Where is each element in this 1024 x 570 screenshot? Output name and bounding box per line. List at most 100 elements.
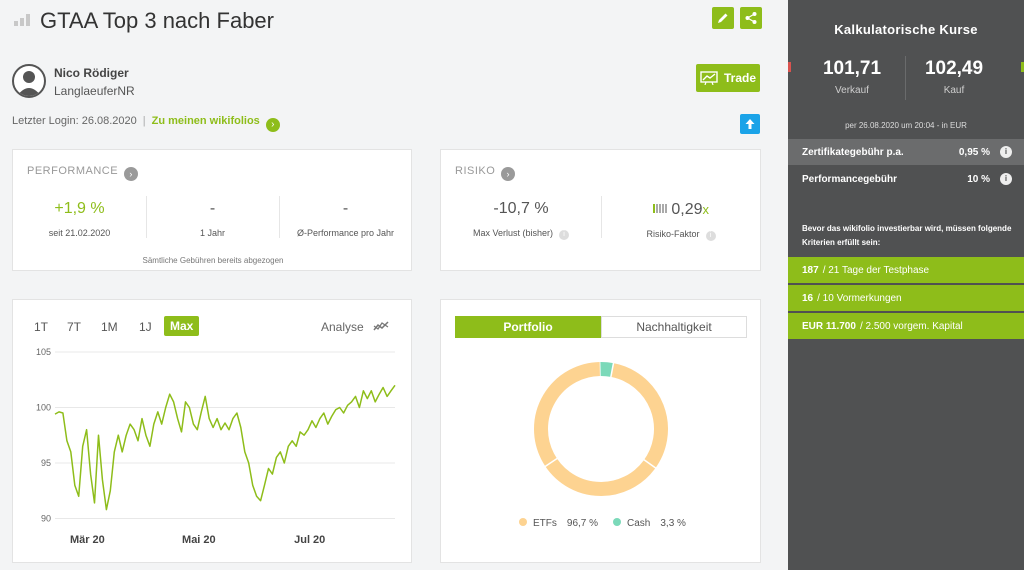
- scroll-up-button[interactable]: [740, 114, 760, 134]
- x-tick-label: Mai 20: [182, 534, 216, 546]
- buy-price-label: Kauf: [943, 85, 965, 96]
- kpi-value: -: [209, 200, 216, 217]
- share-icon: [745, 12, 757, 24]
- portfolio-donut-chart[interactable]: [441, 330, 762, 530]
- kpi-unit: x: [702, 202, 710, 217]
- risk-heading: RISIKO ›: [455, 165, 516, 181]
- cash-dot: [613, 518, 621, 526]
- edit-button[interactable]: [712, 7, 734, 29]
- chart-card: 1T 7T 1M 1J Max Analyse 90 95 100 105 Mär 20…: [12, 299, 412, 563]
- timeframe-1j[interactable]: 1J: [139, 320, 152, 334]
- performance-title: PERFORMANCE: [27, 165, 119, 177]
- performance-heading: PERFORMANCE ›: [27, 165, 139, 181]
- arrow-right-icon[interactable]: ›: [124, 167, 139, 181]
- kpi-label: seit 21.02.2020: [48, 228, 111, 238]
- analyse-icon: [373, 321, 389, 331]
- donut-slice-cash[interactable]: [599, 362, 614, 377]
- trade-chart-icon: [700, 71, 718, 85]
- kpi-label: Max Verlust (bisher): [472, 228, 554, 238]
- risk-gauge-icon: [652, 200, 667, 218]
- criterion-test-phase: 187/ 21 Tage der Testphase: [788, 257, 1024, 283]
- kpi-label: Risiko-Faktor: [646, 229, 700, 239]
- buy-price[interactable]: 102,49 Kauf: [904, 58, 1004, 96]
- criterion-text: / 21 Tage der Testphase: [822, 264, 930, 276]
- analyse-button[interactable]: Analyse: [321, 320, 389, 334]
- slice-separator: [642, 458, 657, 470]
- sell-indicator: [788, 62, 791, 72]
- arrow-right-icon[interactable]: ›: [501, 167, 516, 181]
- performance-series-line[interactable]: [54, 384, 396, 511]
- kpi-label: Ø-Performance pro Jahr: [296, 228, 395, 238]
- donut-slice-etfs[interactable]: [534, 362, 668, 496]
- bar-chart-icon: [14, 14, 32, 26]
- info-icon[interactable]: i: [1000, 146, 1012, 158]
- kpi-one-year: - 1 Jahr: [146, 200, 279, 238]
- criterion-reservations: 16/ 10 Vormerkungen: [788, 285, 1024, 311]
- fee-value: 0,95 %: [958, 146, 990, 158]
- slice-separator: [544, 457, 559, 468]
- info-icon[interactable]: i: [1000, 173, 1012, 185]
- last-login-line: Letzter Login: 26.08.2020 | Zu meinen wiki…: [12, 115, 280, 132]
- user-name[interactable]: Nico Rödiger: [54, 66, 129, 80]
- y-tick-label: 90: [41, 513, 51, 523]
- kpi-value: -10,7 %: [493, 200, 549, 217]
- tab-sustainability[interactable]: Nachhaltigkeit: [601, 316, 747, 338]
- legend-cash-value: 3,3 %: [660, 518, 686, 529]
- user-nickname: LanglaeuferNR: [54, 84, 135, 98]
- buy-price-value: 102,49: [924, 58, 984, 79]
- sell-price-label: Verkauf: [835, 85, 869, 96]
- trade-label: Trade: [723, 71, 756, 85]
- legend-etfs-value: 96,7 %: [566, 518, 599, 529]
- timeframe-7t[interactable]: 7T: [67, 320, 82, 334]
- info-icon[interactable]: i: [559, 230, 570, 240]
- kpi-avg-performance: - Ø-Performance pro Jahr: [279, 200, 412, 238]
- price-date-note: per 26.08.2020 um 20:04 - in EUR: [845, 121, 967, 130]
- legend-cash: Cash 3,3 %: [613, 518, 686, 529]
- y-tick-label: 105: [36, 347, 51, 357]
- avatar[interactable]: [12, 64, 46, 98]
- calculated-prices-sidebar: Kalkulatorische Kurse 101,71 Verkauf 102…: [788, 0, 1024, 570]
- kpi-value: +1,9 %: [54, 200, 105, 217]
- legend-etfs-label: ETFs: [533, 518, 557, 529]
- criterion-text: / 10 Vormerkungen: [817, 292, 902, 304]
- arrow-right-icon[interactable]: ›: [265, 118, 280, 132]
- page-title: GTAA Top 3 nach Faber: [40, 8, 274, 33]
- info-icon[interactable]: i: [705, 231, 716, 241]
- sell-price-value: 101,71: [822, 58, 882, 79]
- trade-button[interactable]: Trade: [696, 64, 760, 92]
- criteria-note: Bevor das wikifolio investierbar wird, m…: [802, 224, 1012, 247]
- kpi-value: 0,29: [671, 201, 703, 218]
- kpi-since-start: +1,9 % seit 21.02.2020: [13, 200, 146, 238]
- kpi-max-loss: -10,7 % Max Verlust (bisher) i: [441, 200, 601, 240]
- criterion-text: / 2.500 vorgem. Kapital: [859, 320, 963, 332]
- criterion-value: 187: [802, 264, 819, 276]
- sidebar-title: Kalkulatorische Kurse: [834, 22, 978, 37]
- criterion-value: 16: [802, 292, 814, 304]
- y-tick-label: 95: [41, 458, 51, 468]
- timeframe-1m[interactable]: 1M: [101, 320, 118, 334]
- fee-row-performance: Performancegebühr 10 % i: [788, 166, 1024, 192]
- criterion-value: EUR 11.700: [802, 320, 856, 332]
- arrow-up-icon: [745, 119, 755, 129]
- analyse-label: Analyse: [321, 320, 364, 334]
- buy-indicator: [1021, 62, 1024, 72]
- sell-price[interactable]: 101,71 Verkauf: [802, 58, 902, 96]
- x-tick-label: Jul 20: [294, 534, 325, 546]
- share-button[interactable]: [740, 7, 762, 29]
- risk-title: RISIKO: [455, 165, 496, 177]
- fee-value: 10 %: [967, 173, 990, 185]
- portfolio-card: Portfolio Nachhaltigkeit ETFs 96,7 % Cash…: [440, 299, 761, 563]
- last-login-text: Letzter Login: 26.08.2020: [12, 115, 137, 127]
- my-wikifolios-link[interactable]: Zu meinen wikifolios: [151, 115, 260, 127]
- x-tick-label: Mär 20: [70, 534, 105, 546]
- risk-card: RISIKO › -10,7 % Max Verlust (bisher) i 0,…: [440, 149, 761, 271]
- timeframe-1t[interactable]: 1T: [34, 320, 49, 334]
- pencil-icon: [718, 13, 728, 23]
- timeframe-max[interactable]: Max: [164, 316, 200, 336]
- user-icon: [17, 71, 41, 96]
- slice-separator: [609, 362, 615, 379]
- tab-portfolio[interactable]: Portfolio: [455, 316, 601, 338]
- performance-line-chart[interactable]: 90 95 100 105 Mär 20 Mai 20 Jul 20: [13, 300, 413, 564]
- performance-card: PERFORMANCE › +1,9 % seit 21.02.2020 - 1 …: [12, 149, 412, 271]
- kpi-label: 1 Jahr: [199, 228, 225, 238]
